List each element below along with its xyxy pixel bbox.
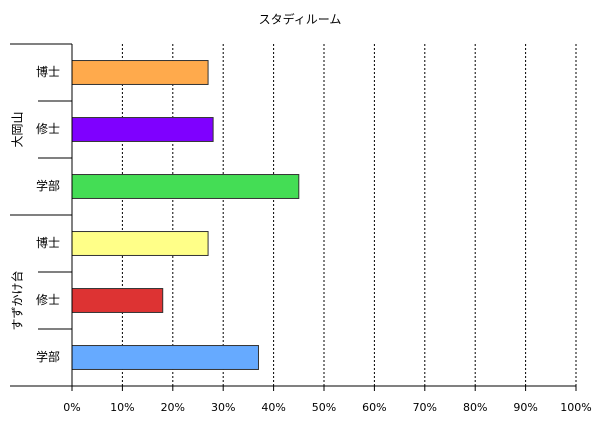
x-tick-label: 60%: [362, 401, 386, 414]
bar: [71, 117, 214, 142]
bar: [71, 288, 164, 313]
y-tick-label: 学部: [36, 349, 60, 364]
y-tick-label: 学部: [36, 178, 60, 193]
y-tick-label: 博士: [36, 235, 60, 250]
x-tick-label: 90%: [513, 401, 537, 414]
x-tick-label: 80%: [463, 401, 487, 414]
y-tick-label: 博士: [36, 64, 60, 79]
group-label: 大岡山: [11, 111, 25, 147]
x-tick-label: 20%: [161, 401, 185, 414]
y-tick-label: 修士: [36, 121, 60, 136]
group-label: すずかけ台: [10, 270, 25, 330]
bar: [71, 345, 259, 370]
bar: [71, 60, 209, 85]
chart-title: スタディルーム: [259, 12, 342, 27]
bar: [71, 174, 300, 199]
x-tick-label: 50%: [312, 401, 336, 414]
x-tick-label: 70%: [413, 401, 437, 414]
y-tick-label: 修士: [36, 292, 60, 307]
bar: [71, 231, 209, 256]
x-tick-label: 0%: [63, 401, 80, 414]
x-tick-label: 30%: [211, 401, 235, 414]
x-tick-label: 40%: [261, 401, 285, 414]
x-tick-label: 10%: [110, 401, 134, 414]
x-tick-label: 100%: [560, 401, 591, 414]
